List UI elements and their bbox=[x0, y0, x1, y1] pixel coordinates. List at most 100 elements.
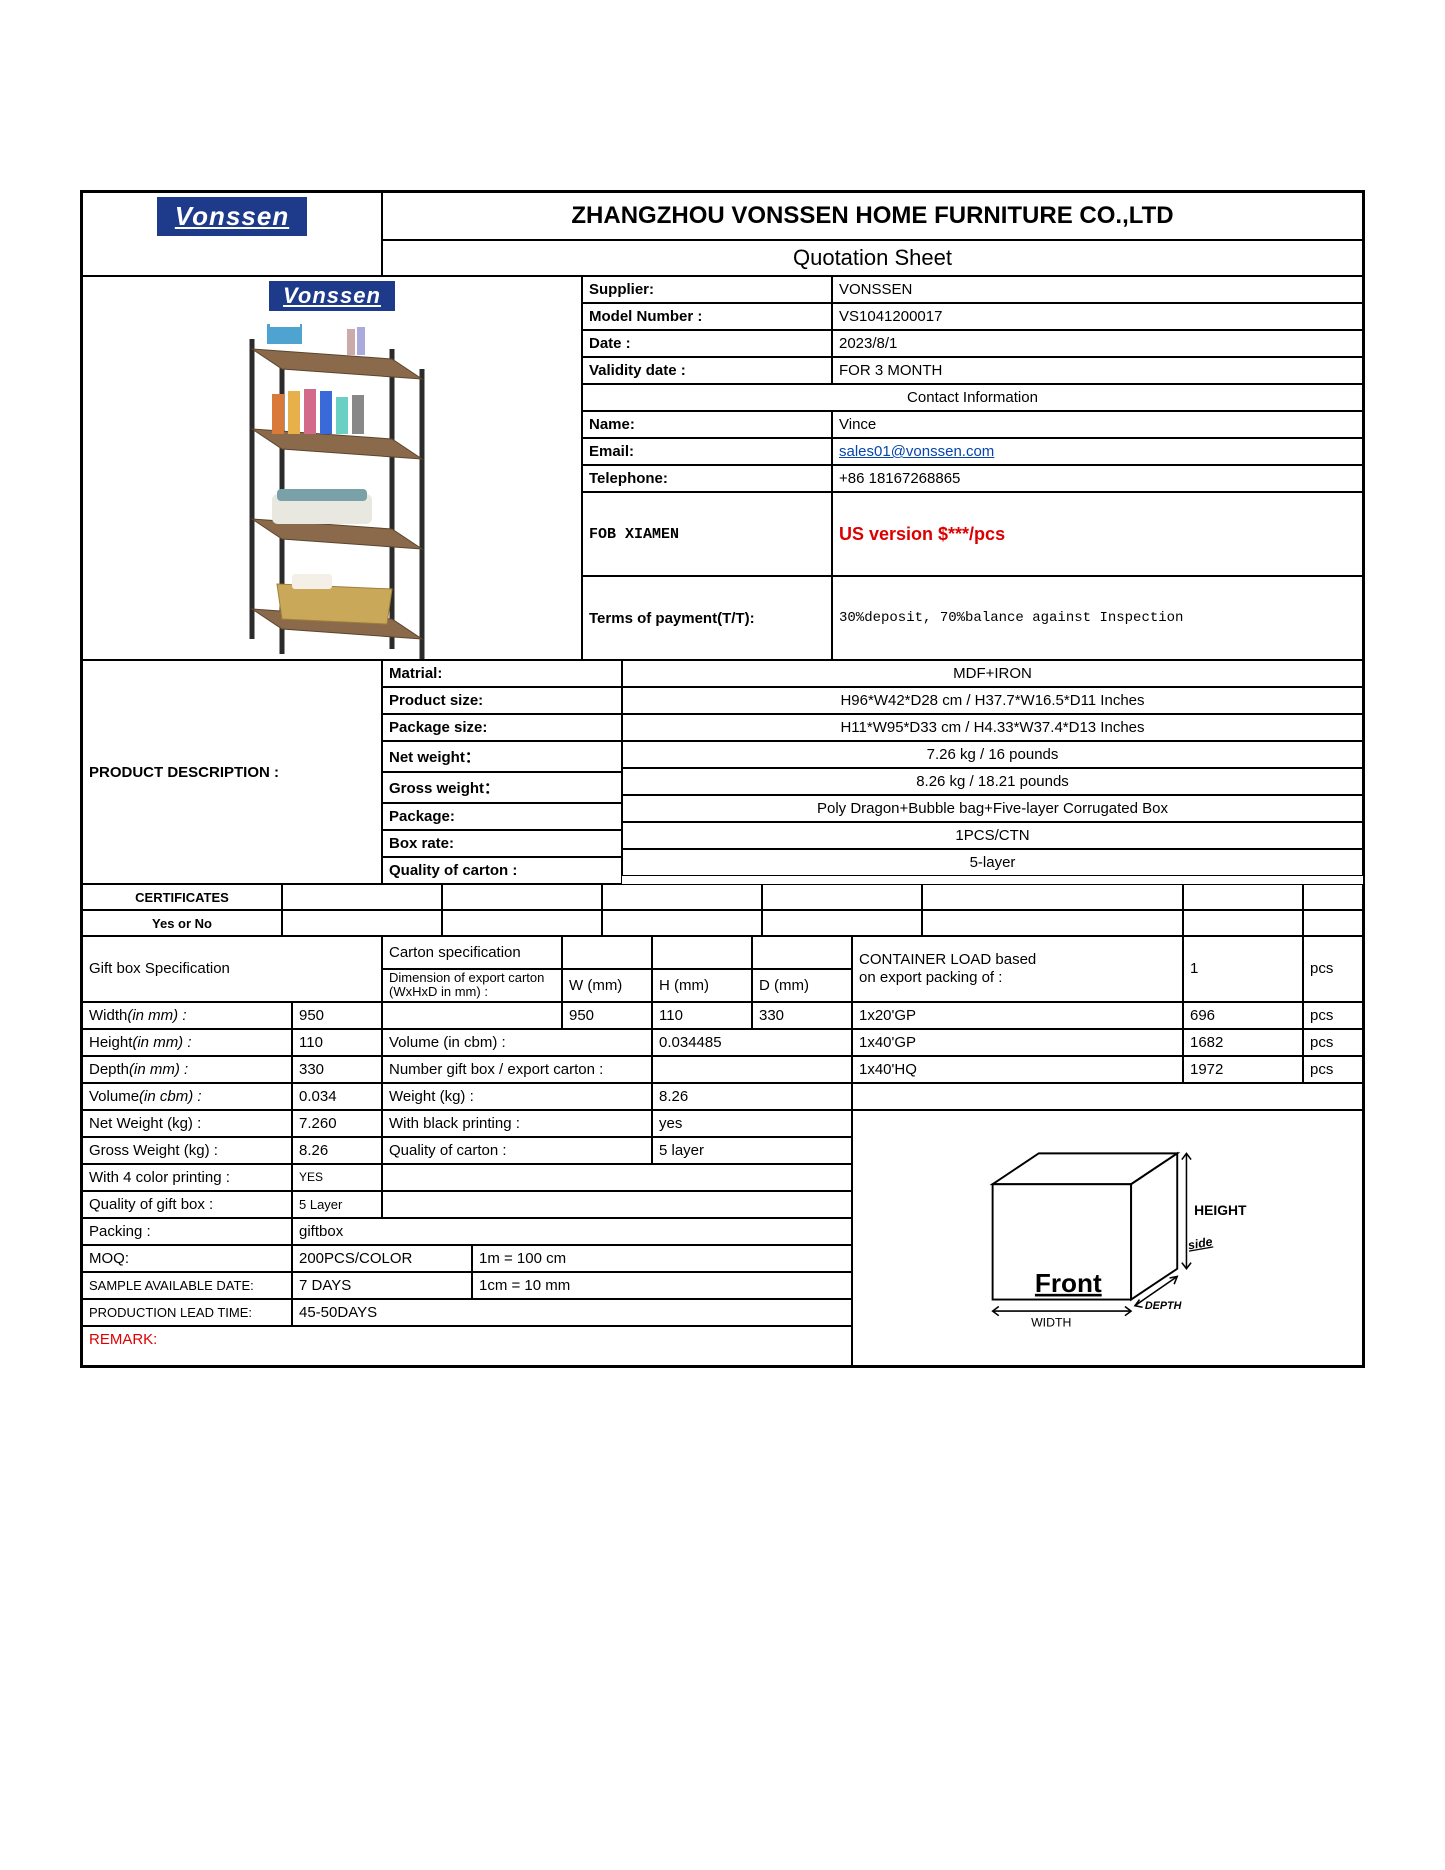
con-20gp-label: 1x20'GP bbox=[852, 1002, 1183, 1029]
carton-quality2-label: Quality of carton : bbox=[382, 1137, 652, 1164]
email-value: sales01@vonssen.com bbox=[832, 438, 1363, 465]
carton-vol-val: 0.034485 bbox=[652, 1029, 852, 1056]
carton-empty-1 bbox=[382, 1164, 852, 1191]
gb-colorprint-label: With 4 color printing : bbox=[82, 1164, 292, 1191]
box-rate-value: 1PCS/CTN bbox=[622, 822, 1363, 849]
carton-w-val: 950 bbox=[562, 1002, 652, 1029]
carton-quality2-val: 5 layer bbox=[652, 1137, 852, 1164]
box-rate-label: Box rate: bbox=[382, 830, 622, 857]
gb-netw-val: 7.260 bbox=[292, 1110, 382, 1137]
moq-label: MOQ: bbox=[82, 1245, 292, 1272]
con-40hq-val: 1972 bbox=[1183, 1056, 1303, 1083]
model-label: Model Number : bbox=[582, 303, 832, 330]
supplier-label: Supplier: bbox=[582, 276, 832, 303]
carton-h-val: 110 bbox=[652, 1002, 752, 1029]
sample-label: SAMPLE AVAILABLE DATE: bbox=[82, 1272, 292, 1299]
con-40gp-label: 1x40'GP bbox=[852, 1029, 1183, 1056]
yn-c4 bbox=[762, 910, 922, 936]
terms-label: Terms of payment(T/T): bbox=[582, 576, 832, 660]
carton-w-label: W (mm) bbox=[562, 969, 652, 1002]
validity-value: FOR 3 MONTH bbox=[832, 357, 1363, 384]
container-title-1: CONTAINER LOAD based bbox=[859, 951, 1036, 969]
name-label: Name: bbox=[582, 411, 832, 438]
container-qty-1: 1 bbox=[1183, 936, 1303, 1002]
brand-logo-small: Vonssen bbox=[269, 281, 395, 311]
cert-c1 bbox=[282, 884, 442, 910]
logo-cell-top-pad bbox=[82, 240, 382, 276]
diagram-width-label: WIDTH bbox=[1031, 1315, 1071, 1329]
quotation-sheet: Vonssen ZHANGZHOU VONSSEN HOME FURNITURE… bbox=[80, 190, 1365, 1368]
tel-value: +86 18167268865 bbox=[832, 465, 1363, 492]
carton-d-label: D (mm) bbox=[752, 969, 852, 1002]
pkg-size-label: Package size: bbox=[382, 714, 622, 741]
carton-quality-label: Quality of carton : bbox=[382, 857, 622, 884]
carton-d-val: 330 bbox=[752, 1002, 852, 1029]
gb-width-val: 950 bbox=[292, 1002, 382, 1029]
con-40hq-pcs: pcs bbox=[1303, 1056, 1363, 1083]
carton-h-label: H (mm) bbox=[652, 969, 752, 1002]
conv-2: 1cm = 10 mm bbox=[472, 1272, 852, 1299]
cert-c4 bbox=[762, 884, 922, 910]
carton-weight-label: Weight (kg) : bbox=[382, 1083, 652, 1110]
cert-c6 bbox=[1183, 884, 1303, 910]
yn-c2 bbox=[442, 910, 602, 936]
carton-dim-pad bbox=[382, 1002, 562, 1029]
remark-label: REMARK: bbox=[82, 1326, 852, 1366]
gb-vol-label: Volume (in cbm) : bbox=[82, 1083, 292, 1110]
diagram-side-label: side bbox=[1186, 1234, 1213, 1252]
contact-info-header: Contact Information bbox=[582, 384, 1363, 411]
gross-weight-value: 8.26 kg / 18.21 pounds bbox=[622, 768, 1363, 795]
carton-spec-pad2 bbox=[652, 936, 752, 969]
box-diagram: HEIGHT side Front WIDTH DEPTH bbox=[943, 1138, 1273, 1338]
certificates-label: CERTIFICATES bbox=[82, 884, 282, 910]
email-label: Email: bbox=[582, 438, 832, 465]
diagram-depth-label: DEPTH bbox=[1144, 1299, 1181, 1311]
diagram-height-label: HEIGHT bbox=[1194, 1202, 1247, 1218]
company-title: ZHANGZHOU VONSSEN HOME FURNITURE CO.,LTD bbox=[382, 192, 1363, 240]
gb-height-label: Height (in mm) : bbox=[82, 1029, 292, 1056]
net-weight-value: 7.26 kg / 16 pounds bbox=[622, 741, 1363, 768]
fob-label: FOB XIAMEN bbox=[582, 492, 832, 576]
supplier-value: VONSSEN bbox=[832, 276, 1363, 303]
brand-logo: Vonssen bbox=[157, 197, 307, 236]
gb-packing-val: giftbox bbox=[292, 1218, 852, 1245]
yesno-label: Yes or No bbox=[82, 910, 282, 936]
product-image bbox=[192, 319, 472, 659]
gb-packing-label: Packing : bbox=[82, 1218, 292, 1245]
package-label: Package: bbox=[382, 803, 622, 830]
gross-weight-label: Gross weight： bbox=[382, 772, 622, 803]
tel-label: Telephone: bbox=[582, 465, 832, 492]
email-link[interactable]: sales01@vonssen.com bbox=[839, 443, 994, 460]
gb-quality-label: Quality of gift box : bbox=[82, 1191, 292, 1218]
carton-dim-label: Dimension of export carton (WxHxD in mm)… bbox=[382, 969, 562, 1002]
model-value: VS1041200017 bbox=[832, 303, 1363, 330]
carton-spec-pad3 bbox=[752, 936, 852, 969]
con-40hq-label: 1x40'HQ bbox=[852, 1056, 1183, 1083]
container-title-2: on export packing of : bbox=[859, 969, 1002, 987]
yn-c7 bbox=[1303, 910, 1363, 936]
yn-c6 bbox=[1183, 910, 1303, 936]
carton-spec-pad bbox=[562, 936, 652, 969]
yn-c1 bbox=[282, 910, 442, 936]
cert-c5 bbox=[922, 884, 1183, 910]
box-diagram-cell: HEIGHT side Front WIDTH DEPTH bbox=[852, 1110, 1363, 1366]
gb-grossw-val: 8.26 bbox=[292, 1137, 382, 1164]
terms-value: 30%deposit, 70%balance against Inspectio… bbox=[832, 576, 1363, 660]
material-value: MDF+IRON bbox=[622, 660, 1363, 687]
con-empty-1 bbox=[852, 1083, 1363, 1110]
cert-c2 bbox=[442, 884, 602, 910]
subtitle: Quotation Sheet bbox=[382, 240, 1363, 276]
cert-c3 bbox=[602, 884, 762, 910]
con-40gp-pcs: pcs bbox=[1303, 1029, 1363, 1056]
diagram-front-label: Front bbox=[1034, 1267, 1101, 1297]
gb-depth-val: 330 bbox=[292, 1056, 382, 1083]
moq-val: 200PCS/COLOR bbox=[292, 1245, 472, 1272]
sample-val: 7 DAYS bbox=[292, 1272, 472, 1299]
gb-quality-val: 5 Layer bbox=[292, 1191, 382, 1218]
carton-num-val bbox=[652, 1056, 852, 1083]
carton-blackprint-label: With black printing : bbox=[382, 1110, 652, 1137]
gb-netw-label: Net Weight (kg) : bbox=[82, 1110, 292, 1137]
fob-value: US version $***/pcs bbox=[832, 492, 1363, 576]
product-image-area: Vonssen bbox=[82, 276, 582, 660]
giftbox-title: Gift box Specification bbox=[82, 936, 382, 1002]
